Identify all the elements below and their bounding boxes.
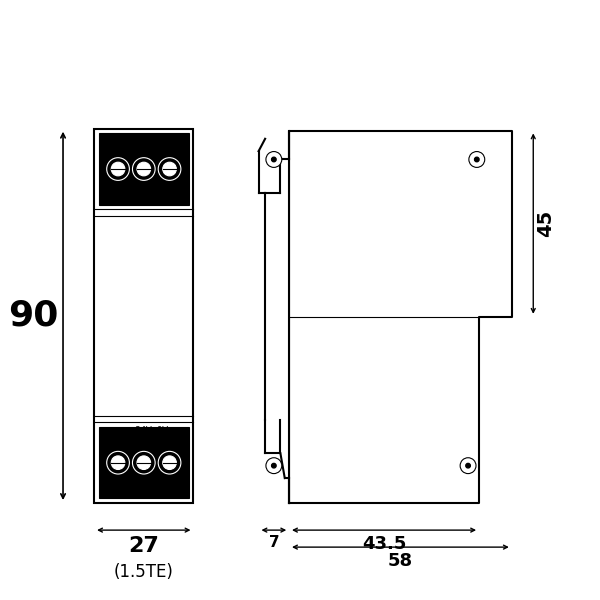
Circle shape — [272, 463, 276, 468]
Text: 27: 27 — [128, 536, 159, 556]
Circle shape — [266, 152, 282, 167]
Text: 90: 90 — [8, 299, 58, 333]
Circle shape — [133, 158, 155, 181]
Circle shape — [163, 162, 176, 176]
Text: (1.5TE): (1.5TE) — [114, 563, 174, 581]
Text: 43.5: 43.5 — [362, 535, 406, 553]
Text: 7: 7 — [269, 535, 279, 550]
Circle shape — [163, 456, 176, 469]
Circle shape — [107, 451, 130, 474]
Text: 58: 58 — [388, 552, 413, 570]
Text: ≡ +24V  0V: ≡ +24V 0V — [119, 426, 168, 435]
Circle shape — [158, 158, 181, 181]
Circle shape — [466, 463, 470, 468]
Circle shape — [111, 456, 125, 469]
Circle shape — [475, 157, 479, 162]
Circle shape — [469, 152, 485, 167]
Circle shape — [158, 451, 181, 474]
Circle shape — [266, 458, 282, 473]
Circle shape — [272, 157, 276, 162]
Circle shape — [107, 158, 130, 181]
Text: 45: 45 — [536, 210, 555, 237]
Bar — [94, 129, 193, 503]
Bar — [99, 427, 189, 499]
Circle shape — [460, 458, 476, 473]
Text: ≡ +24V  0V: ≡ +24V 0V — [119, 197, 168, 206]
Circle shape — [111, 162, 125, 176]
Circle shape — [137, 456, 151, 469]
Bar — [99, 133, 189, 205]
Circle shape — [133, 451, 155, 474]
Circle shape — [137, 162, 151, 176]
